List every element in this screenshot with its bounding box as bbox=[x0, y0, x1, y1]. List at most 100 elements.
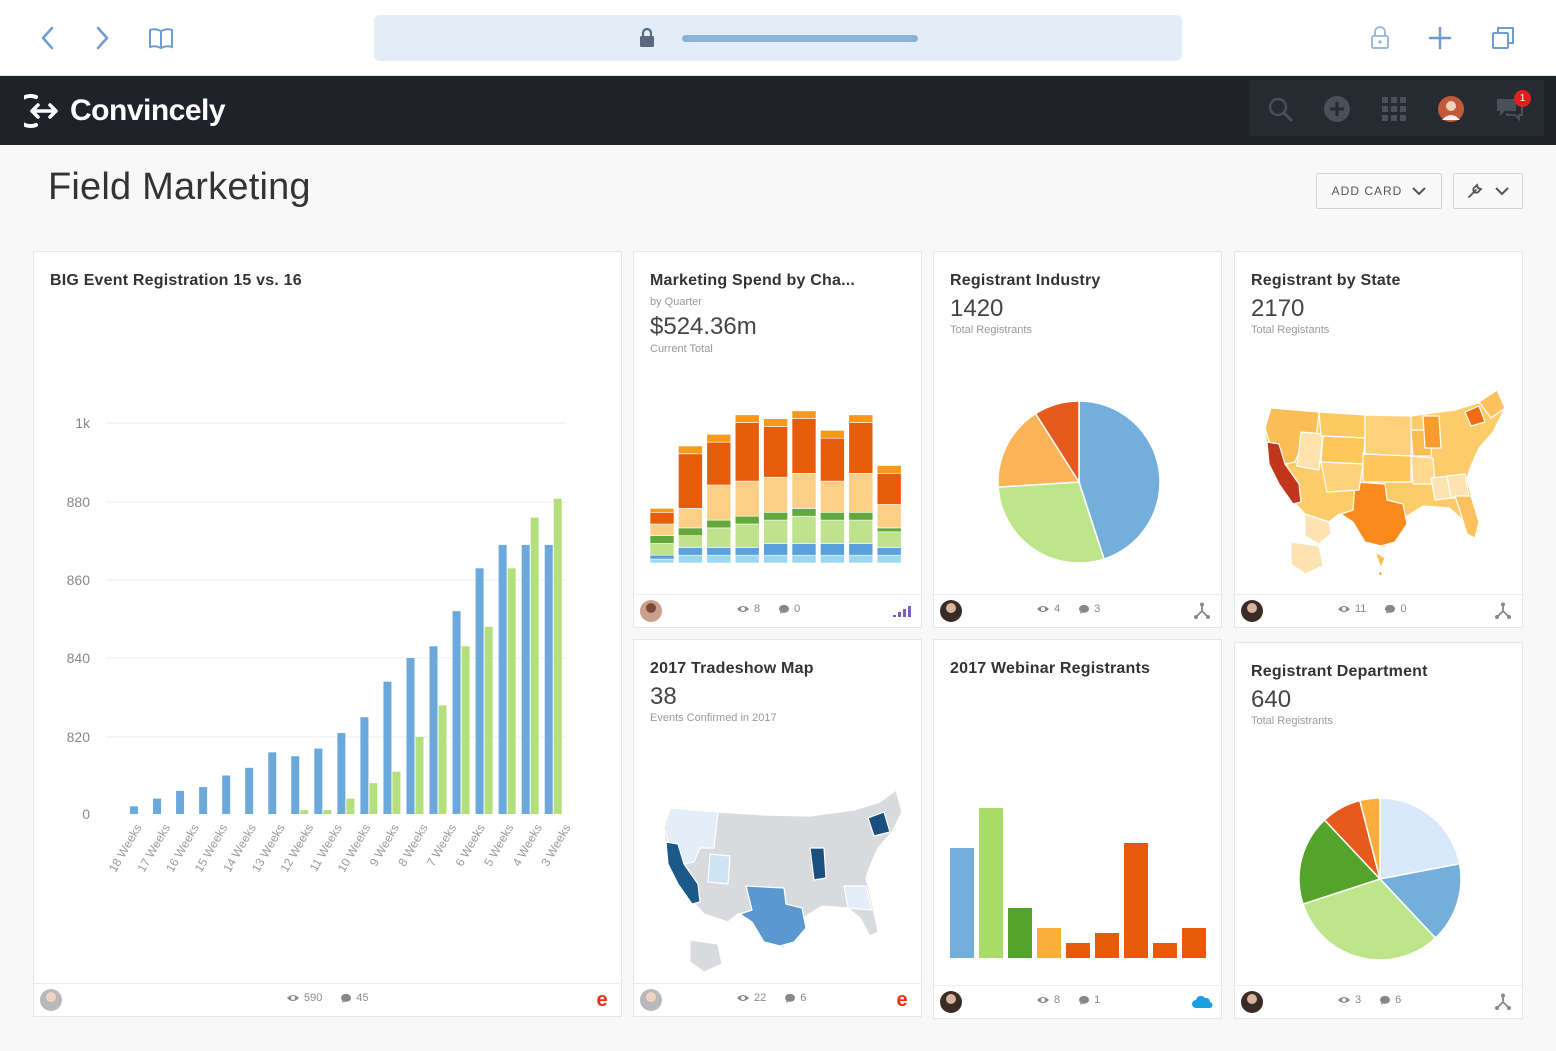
owner-avatar[interactable] bbox=[940, 600, 962, 622]
owner-avatar[interactable] bbox=[640, 600, 662, 622]
bar bbox=[544, 544, 553, 814]
metric-label: Total Registants bbox=[1251, 324, 1330, 336]
stacked-bar-segment bbox=[649, 558, 675, 564]
stacked-bar-segment bbox=[791, 515, 817, 544]
new-tab-icon[interactable] bbox=[1424, 22, 1456, 54]
card-title: Registrant by State bbox=[1251, 272, 1401, 289]
stacked-bar-segment bbox=[763, 554, 788, 564]
bar bbox=[452, 611, 461, 814]
card-registrant-industry[interactable]: Registrant Industry 1420 Total Registran… bbox=[933, 251, 1222, 628]
comments-count: 0 bbox=[1400, 603, 1407, 615]
bar bbox=[369, 783, 378, 814]
card-footer: 590 45 e bbox=[34, 983, 621, 1016]
user-avatar[interactable] bbox=[1436, 94, 1466, 124]
owner-avatar[interactable] bbox=[1241, 600, 1263, 622]
stacked-bar-segment bbox=[706, 441, 732, 486]
y-tick-label: 1k bbox=[75, 415, 91, 431]
stacked-bar-segment bbox=[876, 547, 902, 556]
owner-avatar[interactable] bbox=[1241, 991, 1263, 1013]
card-footer: 8 0 bbox=[634, 594, 921, 627]
owner-avatar[interactable] bbox=[640, 989, 662, 1011]
eventbrite-icon[interactable]: e bbox=[891, 990, 913, 1010]
stacked-bar-segment bbox=[848, 543, 874, 556]
bookmarks-icon[interactable] bbox=[145, 22, 177, 54]
notification-badge[interactable]: 1 bbox=[1514, 90, 1531, 107]
stacked-bar-segment bbox=[820, 543, 845, 556]
network-icon[interactable] bbox=[1492, 992, 1514, 1012]
bar bbox=[291, 756, 300, 814]
card-big-event-registration[interactable]: BIG Event Registration 15 vs. 16 1k 880 86… bbox=[33, 251, 622, 1017]
views-count: 3 bbox=[1355, 994, 1362, 1006]
card-title: 2017 Tradeshow Map bbox=[650, 660, 814, 677]
card-title: Registrant Department bbox=[1251, 663, 1428, 680]
salesforce-cloud-icon[interactable] bbox=[1191, 992, 1213, 1012]
stacked-bar-segment bbox=[848, 473, 874, 513]
metric-label: Total Registrants bbox=[950, 324, 1032, 336]
stacked-bar-segment bbox=[649, 554, 675, 560]
forward-icon[interactable] bbox=[86, 22, 118, 54]
stacked-bar-segment bbox=[848, 511, 874, 521]
us-map-states bbox=[1264, 389, 1506, 577]
browser-toolbar bbox=[0, 0, 1556, 76]
eye-icon bbox=[1338, 606, 1350, 612]
bar bbox=[1037, 928, 1061, 958]
card-subtitle: by Quarter bbox=[650, 296, 702, 308]
stacked-bar-segment bbox=[848, 414, 874, 423]
bar bbox=[1153, 943, 1177, 958]
bar bbox=[383, 681, 392, 814]
share-lock-icon[interactable] bbox=[1364, 22, 1396, 54]
card-footer: 3 6 bbox=[1235, 985, 1522, 1018]
url-placeholder bbox=[682, 35, 918, 42]
bar bbox=[415, 737, 424, 814]
search-icon[interactable] bbox=[1265, 94, 1295, 124]
network-icon[interactable] bbox=[1191, 601, 1213, 621]
card-webinar-registrants[interactable]: 2017 Webinar Registrants 8 1 bbox=[933, 639, 1222, 1019]
stacked-bar-segment bbox=[876, 473, 902, 505]
stacked-bar-segment bbox=[848, 422, 874, 474]
network-icon[interactable] bbox=[1492, 601, 1514, 621]
stacked-bar-segment bbox=[649, 543, 675, 556]
owner-avatar[interactable] bbox=[40, 989, 62, 1011]
svg-text:e: e bbox=[596, 990, 607, 1010]
card-tradeshow-map[interactable]: 2017 Tradeshow Map 38 Events Confirmed i… bbox=[633, 639, 922, 1017]
bar bbox=[1066, 943, 1090, 958]
settings-menu-button[interactable] bbox=[1453, 173, 1523, 209]
bar bbox=[950, 848, 974, 958]
stacked-bar-segment bbox=[678, 535, 703, 548]
owner-avatar[interactable] bbox=[940, 991, 962, 1013]
add-icon[interactable] bbox=[1322, 94, 1352, 124]
card-footer: 4 3 bbox=[934, 594, 1221, 627]
card-title: Registrant Industry bbox=[950, 272, 1101, 289]
comments-count: 1 bbox=[1094, 994, 1101, 1006]
stacked-bar-segment bbox=[678, 508, 703, 529]
back-icon[interactable] bbox=[32, 22, 64, 54]
stacked-bar-segment bbox=[734, 422, 760, 482]
brand-logo[interactable]: Convincely bbox=[24, 91, 226, 131]
eye-icon bbox=[737, 606, 749, 612]
eye-icon bbox=[737, 995, 749, 1001]
address-bar[interactable] bbox=[374, 15, 1182, 61]
add-card-button[interactable]: ADD CARD bbox=[1316, 173, 1442, 209]
registrant-department-pie bbox=[1298, 797, 1462, 961]
pie-slice bbox=[997, 412, 1081, 488]
stacked-bar-segment bbox=[791, 418, 817, 474]
pie-slice bbox=[1298, 818, 1382, 905]
stacked-bar-segment bbox=[763, 476, 788, 513]
bar bbox=[429, 646, 438, 814]
apps-grid-icon[interactable] bbox=[1379, 94, 1409, 124]
stacked-bar-segment bbox=[678, 547, 703, 556]
eventbrite-icon[interactable]: e bbox=[591, 990, 613, 1010]
card-registrant-by-state[interactable]: Registrant by State 2170 Total Registant… bbox=[1234, 251, 1523, 628]
stacked-bar-segment bbox=[734, 515, 760, 525]
card-title: BIG Event Registration 15 vs. 16 bbox=[50, 272, 302, 289]
card-footer: 11 0 bbox=[1235, 594, 1522, 627]
comment-icon bbox=[1380, 995, 1391, 1005]
card-marketing-spend[interactable]: Marketing Spend by Cha... by Quarter $52… bbox=[633, 251, 922, 628]
tabs-icon[interactable] bbox=[1487, 22, 1519, 54]
stacked-bar-segment bbox=[649, 523, 675, 536]
tradeshow-us-map bbox=[663, 789, 903, 973]
bar bbox=[360, 717, 369, 814]
bar-signal-icon[interactable] bbox=[891, 601, 913, 621]
card-registrant-department[interactable]: Registrant Department 640 Total Registra… bbox=[1234, 642, 1523, 1019]
comment-icon bbox=[1079, 604, 1090, 614]
